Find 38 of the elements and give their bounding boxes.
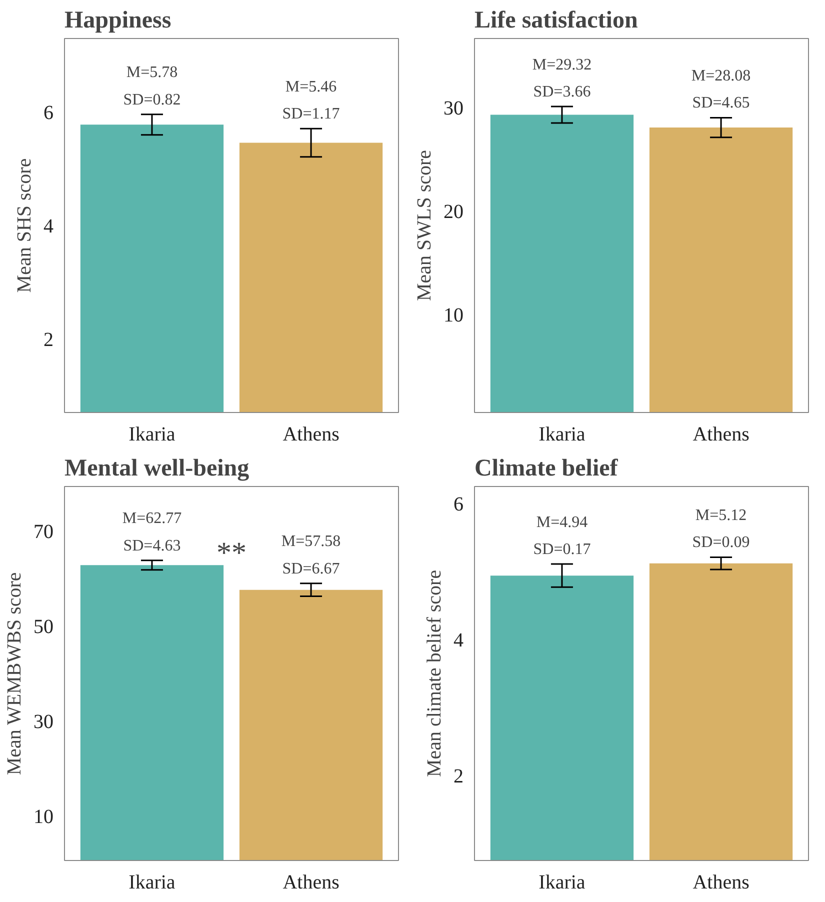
y-tick-label: 2 (454, 766, 464, 788)
data-label: M=5.78 SD=0.82 (123, 64, 181, 108)
x-tick-label: Athens (692, 424, 750, 446)
y-tick-label: 10 (34, 806, 54, 828)
data-label: M=5.12 SD=0.09 (692, 507, 750, 552)
x-tick-label: Ikaria (538, 872, 586, 894)
y-tick-label: 2 (44, 328, 54, 351)
x-tick-label: Ikaria (538, 424, 586, 446)
data-label: M=4.94 SD=0.17 (533, 514, 591, 558)
data-label: M=62.77 SD=4.63 (122, 510, 182, 554)
y-axis-title: Mean climate belief score (424, 570, 446, 778)
x-tick-label: Athens (692, 872, 750, 894)
y-axis-title: Mean WEMBWBS score (4, 572, 26, 776)
y-tick-label: 30 (34, 711, 54, 734)
x-tick-label: Ikaria (128, 872, 176, 894)
y-tick-label: 30 (444, 98, 464, 120)
chart-title: Life satisfaction (474, 8, 638, 34)
y-tick-label: 10 (444, 304, 464, 326)
y-tick-label: 50 (34, 616, 54, 638)
annotation: ** (216, 536, 246, 570)
data-label: M=57.58 SD=6.67 (281, 533, 341, 578)
y-tick-label: 70 (34, 520, 54, 543)
y-tick-label: 6 (44, 102, 54, 124)
x-tick-label: Ikaria (128, 424, 176, 446)
data-label: M=5.46 SD=1.17 (282, 78, 340, 123)
chart-title: Climate belief (474, 456, 619, 482)
y-tick-label: 6 (454, 494, 464, 516)
y-tick-label: 20 (444, 201, 464, 224)
chart-title: Mental well-being (64, 456, 250, 482)
y-axis-title: Mean SHS score (14, 158, 36, 293)
chart-title: Happiness (64, 8, 172, 34)
data-label: M=29.32 SD=3.66 (532, 56, 592, 100)
y-tick-label: 4 (44, 216, 54, 238)
y-tick-label: 4 (454, 630, 464, 652)
data-label: M=28.08 SD=4.65 (691, 68, 751, 112)
y-axis-title: Mean SWLS score (414, 150, 436, 302)
x-tick-label: Athens (282, 872, 340, 894)
x-tick-label: Athens (282, 424, 340, 446)
